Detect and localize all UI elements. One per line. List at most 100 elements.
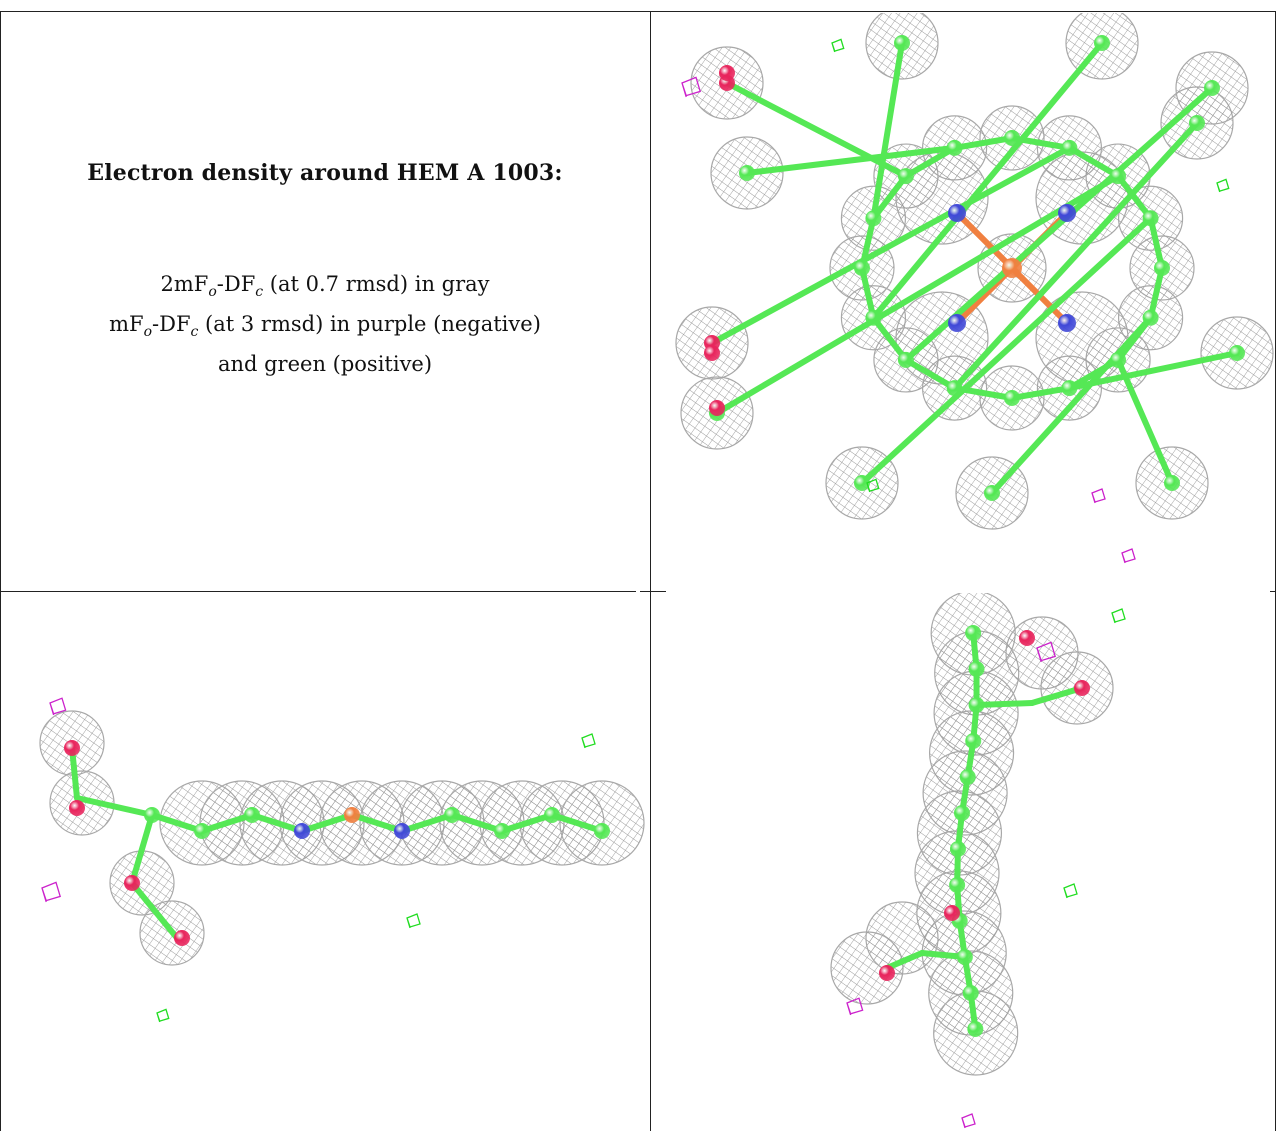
carbon-atom: [953, 805, 970, 821]
bond: [129, 880, 180, 941]
carbon-atom: [494, 823, 510, 839]
negative-density-mark: [41, 881, 62, 903]
bond: [1066, 144, 1122, 180]
carbon-atom: [946, 380, 963, 397]
nitrogen-atom: [948, 204, 966, 222]
caption-title: Electron density around HEM A 1003:: [87, 160, 563, 186]
carbon-atom: [894, 35, 910, 51]
bond: [199, 812, 255, 834]
bond: [499, 812, 555, 834]
negative-density-mark: [846, 997, 864, 1016]
bond: [709, 144, 1073, 346]
carbon-atom: [194, 823, 210, 839]
carbon-atom: [854, 260, 870, 276]
carbon-atom: [144, 807, 160, 823]
positive-density-mark: [1063, 883, 1078, 899]
bond: [989, 314, 1154, 496]
bond: [299, 812, 355, 834]
carbon-atom: [594, 823, 610, 839]
carbon-atom: [854, 475, 870, 491]
heme-edge-view-panel: [2, 593, 648, 1129]
carbon-atom: [544, 807, 560, 823]
bond: [1009, 385, 1073, 401]
carbon-atom: [444, 807, 460, 823]
bond: [902, 144, 958, 180]
carbon-atom: [897, 168, 914, 185]
carbon-atom: [1164, 475, 1180, 491]
heme-side-view-image: [830, 593, 1126, 1129]
oxygen-atom: [64, 740, 80, 756]
oxygen-atom: [1019, 630, 1035, 646]
bond: [724, 80, 909, 180]
positive-density-mark: [406, 913, 421, 929]
carbon-atom: [1110, 351, 1127, 368]
nitrogen-atom: [1058, 314, 1076, 332]
bond: [449, 812, 505, 834]
carbon-atom: [897, 351, 914, 368]
middle-divider-tick: [640, 591, 666, 592]
bond: [973, 700, 1035, 708]
carbon-atom: [967, 1021, 984, 1037]
bond: [129, 812, 155, 886]
bond: [951, 120, 1200, 392]
heme-top-view-panel: [652, 13, 1274, 589]
carbon-atom: [1061, 139, 1078, 156]
bond: [870, 40, 905, 222]
carbon-atom: [946, 139, 963, 156]
negative-density-mark: [1036, 641, 1057, 663]
bond: [859, 265, 877, 321]
negative-density-mark: [961, 1113, 976, 1129]
bond: [1147, 265, 1165, 321]
carbon-atom: [1142, 210, 1159, 227]
carbon-atom: [1004, 130, 1020, 146]
top-border: [0, 11, 1276, 12]
iron-atom: [344, 807, 360, 823]
negative-density-mark: [1121, 548, 1136, 564]
carbon-atom: [865, 309, 882, 326]
carbon-atom: [984, 485, 1000, 501]
bond: [859, 215, 1154, 486]
bond: [149, 812, 205, 834]
carbon-atom: [865, 210, 882, 227]
oxygen-atom: [719, 65, 735, 81]
positive-density-mark: [831, 38, 845, 53]
caption-line-1: 2mFo-DFc (at 0.7 rmsd) in gray: [160, 272, 490, 301]
carbon-atom: [959, 769, 976, 785]
heme-side-view-panel: [652, 593, 1274, 1129]
positive-density-mark: [581, 733, 596, 749]
carbon-atom: [962, 985, 979, 1001]
oxygen-atom: [704, 345, 720, 361]
heme-edge-view-image: [39, 697, 645, 1023]
bond: [1147, 215, 1165, 271]
bond: [249, 812, 305, 834]
oxygen-atom: [709, 400, 725, 416]
bond: [954, 210, 1015, 271]
bond: [1029, 685, 1085, 706]
carbon-atom: [1204, 80, 1220, 96]
caption-line-3: and green (positive): [217, 352, 433, 377]
carbon-atom: [965, 625, 982, 641]
bond: [902, 356, 958, 392]
heme-top-view-image: [675, 13, 1274, 564]
center-divider: [650, 11, 651, 1131]
nitrogen-atom: [294, 823, 310, 839]
bond: [1066, 350, 1240, 392]
carbon-atom: [968, 661, 985, 677]
oxygen-atom: [944, 905, 960, 921]
carbon-atom: [739, 165, 755, 181]
middle-divider-edge: [1270, 591, 1276, 592]
carbon-atom: [1094, 35, 1110, 51]
positive-density-mark: [1216, 178, 1230, 193]
bond: [69, 745, 80, 801]
carbon-atom: [949, 877, 966, 893]
carbon-atom: [1004, 390, 1020, 406]
positive-density-mark: [156, 1008, 170, 1023]
bond: [349, 812, 405, 834]
carbon-atom: [949, 841, 966, 857]
carbon-atom: [956, 949, 973, 965]
oxygen-atom: [124, 875, 140, 891]
bond: [951, 135, 1015, 151]
bond: [870, 314, 909, 363]
carbon-atom: [244, 807, 260, 823]
bond: [744, 144, 958, 176]
